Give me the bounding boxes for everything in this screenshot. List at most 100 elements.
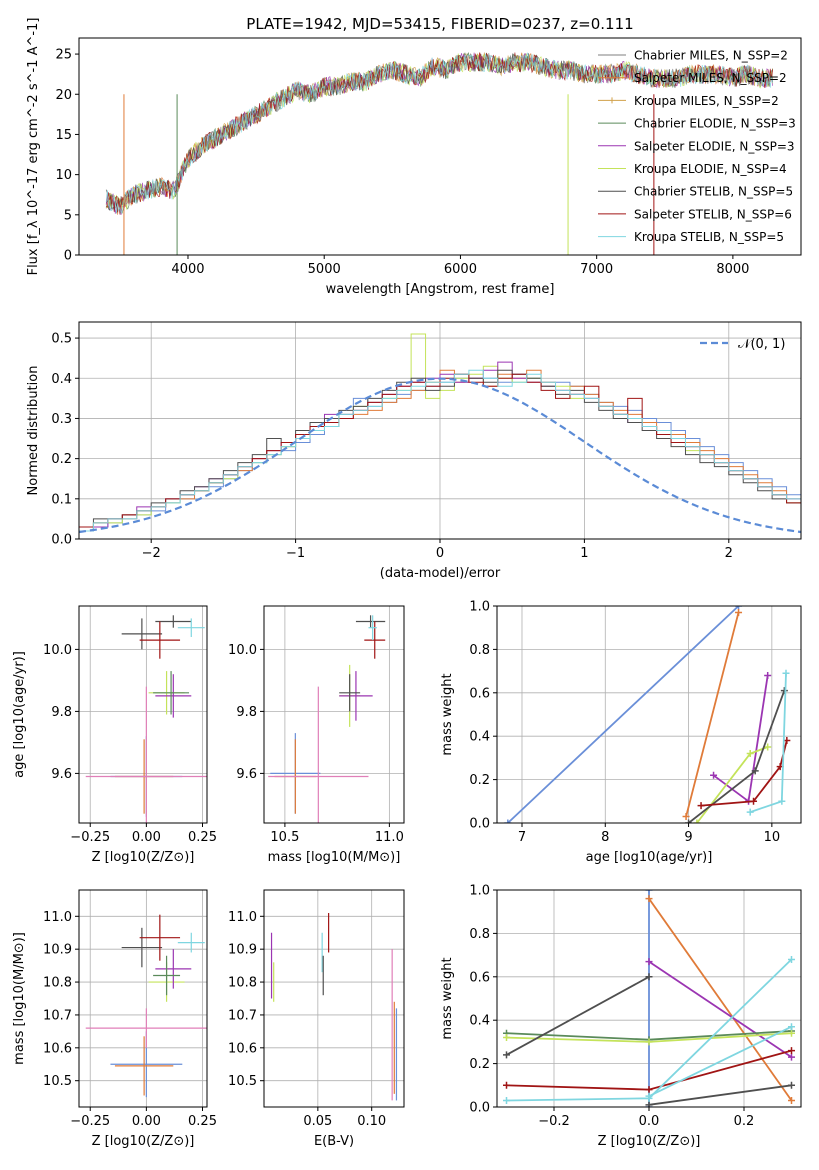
line-point-marker <box>778 797 786 805</box>
y-tick-label: 0 <box>64 249 72 264</box>
plot-area <box>79 333 801 539</box>
spectrum-line <box>105 52 773 215</box>
y-tick-label: 0.8 <box>469 643 490 658</box>
line-point-marker <box>693 819 701 823</box>
y-tick-label: 10.9 <box>43 943 72 958</box>
x-tick-label: −0.2 <box>538 1114 570 1129</box>
histogram-series <box>79 369 801 539</box>
y-tick-label: 1.0 <box>469 884 490 899</box>
y-tick-label: 9.8 <box>236 705 257 720</box>
y-tick-label: 9.6 <box>51 767 72 782</box>
y-tick-label: 10.6 <box>43 1041 72 1056</box>
line-point-marker <box>735 609 743 617</box>
panel-weight-vs-age: 7 8 9 10 0.0 0.2 0.4 0.6 0.8 1.0 age [log10(age/yr… <box>440 600 802 865</box>
y-tick-label: 11.0 <box>43 910 72 925</box>
spectrum-line <box>105 52 773 215</box>
y-axis-label: Flux [f_λ 10^-17 erg cm^-2 s^-1 A^-1] <box>26 18 41 276</box>
histogram-series <box>79 369 801 539</box>
panel-mass-vs-EBV: 0.05 0.10 10.5 10.6 10.7 10.8 10.9 11.0 E(B-V) <box>228 889 405 1149</box>
line-point-marker <box>788 1029 795 1037</box>
y-tick-label: 15 <box>55 128 72 143</box>
plot-area <box>85 615 207 823</box>
y-tick-label: 0.0 <box>469 817 490 832</box>
x-tick-label: 11.0 <box>375 830 404 845</box>
y-axis-label: Normed distribution <box>26 366 41 496</box>
x-tick-label: 8 <box>601 830 609 845</box>
y-tick-label: 0.2 <box>469 773 490 788</box>
figure-title: PLATE=1942, MJD=53415, FIBERID=0237, z=0… <box>246 15 633 33</box>
x-tick-label: 0 <box>436 546 444 561</box>
line-point-marker <box>746 750 754 758</box>
y-tick-label: 0.4 <box>469 1014 490 1029</box>
line-series <box>507 606 740 823</box>
legend-label: Chabrier STELIB, N_SSP=5 <box>634 185 793 199</box>
plot-area <box>105 51 773 255</box>
y-tick-label: 0.0 <box>469 1101 490 1116</box>
y-tick-label: 0.4 <box>469 730 490 745</box>
x-tick-label: 4000 <box>171 262 204 277</box>
line-series <box>648 898 793 1102</box>
legend-label: Kroupa STELIB, N_SSP=5 <box>634 230 784 244</box>
line-series <box>506 976 650 1056</box>
x-tick-label: 10.5 <box>270 830 299 845</box>
x-tick-label: 5000 <box>308 262 341 277</box>
x-tick-label: 0.10 <box>357 1114 386 1129</box>
y-tick-label: 10.7 <box>228 1008 257 1023</box>
y-axis-label: mass weight <box>440 957 455 1039</box>
legend-label: Kroupa ELODIE, N_SSP=4 <box>634 162 787 176</box>
x-tick-label: 0.25 <box>188 830 217 845</box>
plot-area <box>504 606 791 823</box>
x-tick-label: 6000 <box>444 262 477 277</box>
axes-frame <box>78 605 208 824</box>
x-tick-label: 0.00 <box>132 1114 161 1129</box>
y-tick-label: 5 <box>64 208 72 223</box>
y-tick-label: 10.8 <box>228 976 257 991</box>
y-tick-label: 10.0 <box>228 643 257 658</box>
y-tick-label: 25 <box>55 48 72 63</box>
y-tick-label: 10.5 <box>43 1074 72 1089</box>
panel-age-vs-Z: −0.25 0.00 0.25 9.6 9.8 10.0 Z [log10(Z/Z⊙)] ag… <box>12 605 217 865</box>
legend-label: Salpeter STELIB, N_SSP=6 <box>634 207 792 221</box>
line-point-marker <box>710 771 718 779</box>
line-point-marker <box>645 1038 653 1046</box>
x-tick-label: 1 <box>580 546 588 561</box>
line-point-marker <box>504 819 512 823</box>
x-tick-label: −0.25 <box>70 1114 110 1129</box>
x-tick-label: 0.00 <box>132 830 161 845</box>
x-axis-label: (data-model)/error <box>380 566 501 581</box>
line-point-marker <box>746 808 754 816</box>
axes-frame <box>78 37 802 256</box>
line-series <box>685 612 740 817</box>
line-point-marker <box>764 743 772 751</box>
y-tick-label: 0.3 <box>51 412 72 427</box>
line-point-marker <box>788 1053 795 1061</box>
panel-age-vs-mass: 10.5 11.0 9.6 9.8 10.0 mass [log10(M/M⊙)] <box>228 605 405 865</box>
y-tick-label: 0.6 <box>469 686 490 701</box>
line-series <box>749 673 787 813</box>
x-tick-label: 8000 <box>716 262 749 277</box>
y-tick-label: 11.0 <box>228 910 257 925</box>
x-tick-label: 2 <box>725 546 733 561</box>
y-tick-label: 10.0 <box>43 643 72 658</box>
x-tick-label: 0.2 <box>734 1114 755 1129</box>
panel-residual-hist: −2 −1 0 1 2 0.0 0.1 0.2 0.3 0.4 0.5 (data-model)/er… <box>26 321 802 581</box>
axes-frame <box>263 889 405 1108</box>
line-point-marker <box>735 606 743 610</box>
line-point-marker <box>782 669 790 677</box>
line-point-marker <box>503 1034 510 1042</box>
legend-label: Chabrier MILES, N_SSP=2 <box>634 49 788 63</box>
legend-label: Kroupa MILES, N_SSP=2 <box>634 94 779 108</box>
line-point-marker <box>788 955 795 963</box>
plot-area <box>270 913 398 1101</box>
plot-area <box>503 890 795 1107</box>
x-tick-label: 10 <box>764 830 781 845</box>
plot-area <box>268 615 386 823</box>
line-point-marker <box>645 958 653 966</box>
line-point-marker <box>697 802 705 810</box>
legend-label: 𝒩(0, 1) <box>738 337 785 352</box>
line-point-marker <box>780 687 788 695</box>
x-tick-label: 0.25 <box>188 1114 217 1129</box>
line-point-marker <box>503 1051 510 1059</box>
line-point-marker <box>645 973 653 981</box>
line-point-marker <box>750 797 758 805</box>
